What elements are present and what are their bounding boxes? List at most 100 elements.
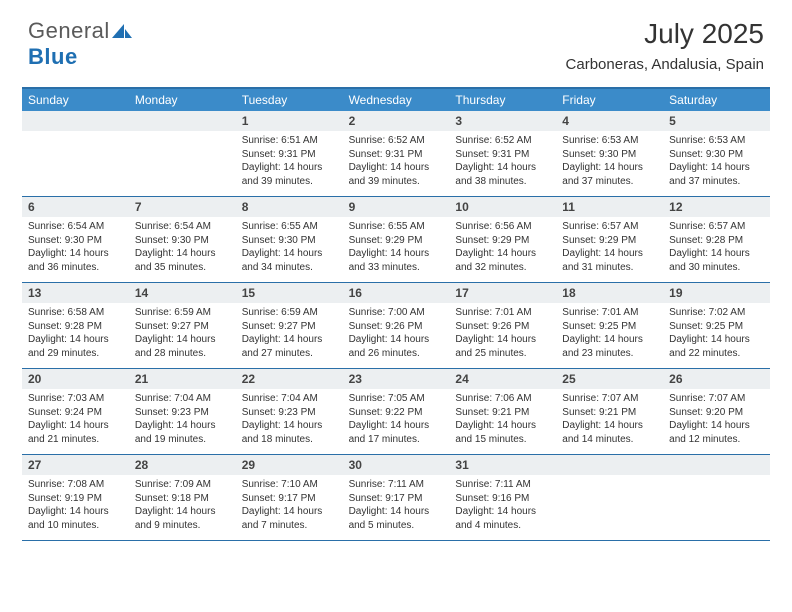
week-row: 12345Sunrise: 6:51 AMSunset: 9:31 PMDayl… [22,111,770,197]
daylight-text: Daylight: 14 hours and 32 minutes. [455,247,550,274]
logo-text: GeneralBlue [28,18,132,70]
logo-sail-icon [112,18,132,44]
sunrise-text: Sunrise: 6:58 AM [28,306,123,320]
daylight-text: Daylight: 14 hours and 39 minutes. [242,161,337,188]
day-header: Wednesday [343,89,450,111]
day-cell: Sunrise: 7:09 AMSunset: 9:18 PMDaylight:… [129,475,236,540]
body-row: Sunrise: 7:08 AMSunset: 9:19 PMDaylight:… [22,475,770,540]
logo-text-gray: General [28,18,110,43]
daylight-text: Daylight: 14 hours and 26 minutes. [349,333,444,360]
sunset-text: Sunset: 9:30 PM [242,234,337,248]
daynum-row: 6789101112 [22,197,770,217]
sunrise-text: Sunrise: 6:52 AM [455,134,550,148]
day-cell: Sunrise: 6:57 AMSunset: 9:28 PMDaylight:… [663,217,770,282]
sunset-text: Sunset: 9:23 PM [135,406,230,420]
location-text: Carboneras, Andalusia, Spain [566,56,764,73]
sunset-text: Sunset: 9:16 PM [455,492,550,506]
month-title: July 2025 [566,18,764,50]
daylight-text: Daylight: 14 hours and 34 minutes. [242,247,337,274]
sunrise-text: Sunrise: 7:07 AM [669,392,764,406]
sunset-text: Sunset: 9:29 PM [455,234,550,248]
body-row: Sunrise: 6:54 AMSunset: 9:30 PMDaylight:… [22,217,770,282]
daylight-text: Daylight: 14 hours and 37 minutes. [562,161,657,188]
day-cell: Sunrise: 6:59 AMSunset: 9:27 PMDaylight:… [129,303,236,368]
day-header: Friday [556,89,663,111]
daylight-text: Daylight: 14 hours and 39 minutes. [349,161,444,188]
day-number: 1 [236,111,343,131]
sunrise-text: Sunrise: 6:54 AM [135,220,230,234]
day-cell [129,131,236,196]
day-number: 5 [663,111,770,131]
day-number: 19 [663,283,770,303]
sunset-text: Sunset: 9:29 PM [349,234,444,248]
daylight-text: Daylight: 14 hours and 30 minutes. [669,247,764,274]
daylight-text: Daylight: 14 hours and 12 minutes. [669,419,764,446]
sunrise-text: Sunrise: 7:04 AM [242,392,337,406]
day-number: 4 [556,111,663,131]
calendar: Sunday Monday Tuesday Wednesday Thursday… [22,87,770,541]
daylight-text: Daylight: 14 hours and 10 minutes. [28,505,123,532]
sunset-text: Sunset: 9:28 PM [669,234,764,248]
day-number: 30 [343,455,450,475]
day-cell [663,475,770,540]
day-number: 23 [343,369,450,389]
sunrise-text: Sunrise: 6:51 AM [242,134,337,148]
day-cell: Sunrise: 7:06 AMSunset: 9:21 PMDaylight:… [449,389,556,454]
daynum-row: 12345 [22,111,770,131]
day-number: 28 [129,455,236,475]
daylight-text: Daylight: 14 hours and 4 minutes. [455,505,550,532]
daylight-text: Daylight: 14 hours and 36 minutes. [28,247,123,274]
sunrise-text: Sunrise: 7:03 AM [28,392,123,406]
sunrise-text: Sunrise: 7:09 AM [135,478,230,492]
day-number: 8 [236,197,343,217]
week-row: 20212223242526Sunrise: 7:03 AMSunset: 9:… [22,369,770,455]
sunset-text: Sunset: 9:17 PM [349,492,444,506]
sunset-text: Sunset: 9:31 PM [242,148,337,162]
sunrise-text: Sunrise: 7:02 AM [669,306,764,320]
sunrise-text: Sunrise: 6:54 AM [28,220,123,234]
daylight-text: Daylight: 14 hours and 25 minutes. [455,333,550,360]
day-cell: Sunrise: 7:05 AMSunset: 9:22 PMDaylight:… [343,389,450,454]
day-number: 9 [343,197,450,217]
day-cell: Sunrise: 7:00 AMSunset: 9:26 PMDaylight:… [343,303,450,368]
title-block: July 2025 Carboneras, Andalusia, Spain [566,18,764,73]
sunrise-text: Sunrise: 6:59 AM [242,306,337,320]
sunrise-text: Sunrise: 6:56 AM [455,220,550,234]
day-number: 2 [343,111,450,131]
sunrise-text: Sunrise: 7:10 AM [242,478,337,492]
day-cell: Sunrise: 6:53 AMSunset: 9:30 PMDaylight:… [556,131,663,196]
day-number: 22 [236,369,343,389]
sunrise-text: Sunrise: 7:01 AM [455,306,550,320]
day-cell: Sunrise: 6:53 AMSunset: 9:30 PMDaylight:… [663,131,770,196]
week-row: 13141516171819Sunrise: 6:58 AMSunset: 9:… [22,283,770,369]
day-number: 26 [663,369,770,389]
sunrise-text: Sunrise: 6:57 AM [562,220,657,234]
sunset-text: Sunset: 9:18 PM [135,492,230,506]
day-cell: Sunrise: 7:04 AMSunset: 9:23 PMDaylight:… [236,389,343,454]
day-header: Monday [129,89,236,111]
day-cell: Sunrise: 7:11 AMSunset: 9:16 PMDaylight:… [449,475,556,540]
sunset-text: Sunset: 9:28 PM [28,320,123,334]
day-number: 16 [343,283,450,303]
sunset-text: Sunset: 9:30 PM [135,234,230,248]
day-number: 31 [449,455,556,475]
sunset-text: Sunset: 9:31 PM [349,148,444,162]
day-number: 21 [129,369,236,389]
day-number [556,455,663,475]
body-row: Sunrise: 6:58 AMSunset: 9:28 PM Daylight:… [22,303,770,368]
daylight-text: Daylight: 14 hours and 21 minutes. [28,419,123,446]
sunrise-text: Sunrise: 6:55 AM [242,220,337,234]
daynum-row: 13141516171819 [22,283,770,303]
day-cell [556,475,663,540]
day-number: 10 [449,197,556,217]
day-number: 13 [22,283,129,303]
daynum-row: 20212223242526 [22,369,770,389]
sunset-text: Sunset: 9:24 PM [28,406,123,420]
sunset-text: Sunset: 9:26 PM [455,320,550,334]
sunrise-text: Sunrise: 7:05 AM [349,392,444,406]
day-number: 24 [449,369,556,389]
day-cell: Sunrise: 7:11 AMSunset: 9:17 PMDaylight:… [343,475,450,540]
day-number: 20 [22,369,129,389]
daylight-text: Daylight: 14 hours and 18 minutes. [242,419,337,446]
body-row: Sunrise: 6:51 AMSunset: 9:31 PMDaylight:… [22,131,770,196]
